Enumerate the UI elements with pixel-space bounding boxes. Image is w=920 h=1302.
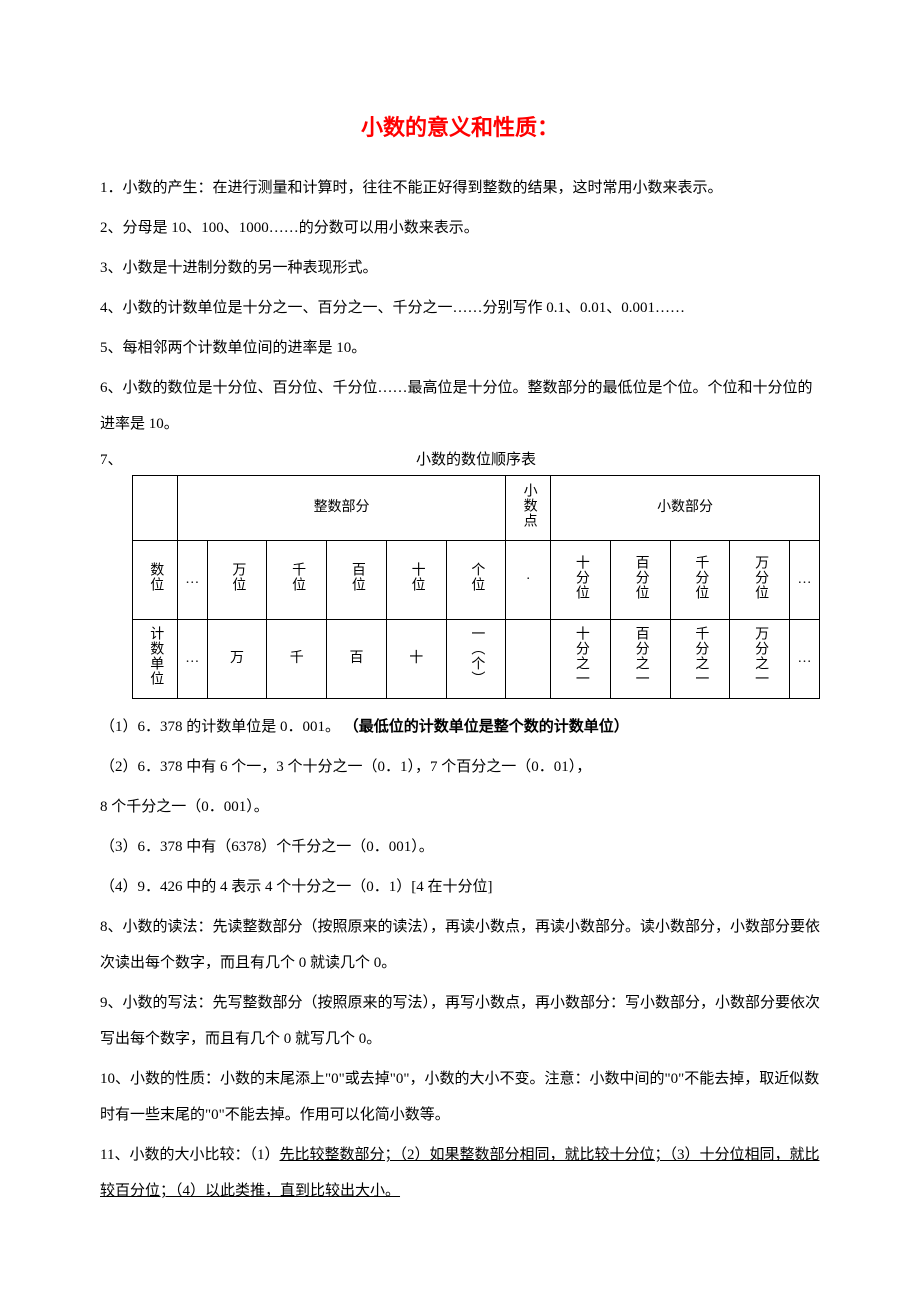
unit-bai: 百 bbox=[327, 620, 387, 699]
para-9: 9、小数的写法：先写整数部分（按照原来的写法），再写小数点，再小数部分：写小数部… bbox=[100, 985, 820, 1057]
pos-ell-right: … bbox=[790, 541, 820, 620]
pos-ge: 个位 bbox=[446, 541, 506, 620]
unit-ell-right: … bbox=[790, 620, 820, 699]
document-page: 小数的意义和性质： 1．小数的产生：在进行测量和计算时，往往不能正好得到整数的结… bbox=[0, 0, 920, 1273]
document-title: 小数的意义和性质： bbox=[100, 110, 820, 142]
pos-dot: · bbox=[506, 541, 551, 620]
para-10: 10、小数的性质：小数的末尾添上"0"或去掉"0"，小数的大小不变。注意：小数中… bbox=[100, 1061, 820, 1133]
pos-wan: 万位 bbox=[207, 541, 267, 620]
header-decimal: 小数部分 bbox=[551, 476, 820, 541]
unit-shi: 十 bbox=[386, 620, 446, 699]
para-11: 11、小数的大小比较：（1）先比较整数部分；（2）如果整数部分相同，就比较十分位… bbox=[100, 1137, 820, 1209]
example-4: （4）9．426 中的 4 表示 4 个十分之一（0．1）[4 在十分位] bbox=[100, 869, 820, 905]
place-value-table: 整数部分 小数点 小数部分 数位 … 万位 千位 百位 十位 个位 · 十分位 … bbox=[132, 475, 820, 699]
unit-baifen: 百分之一 bbox=[610, 620, 670, 699]
pos-ell-left: … bbox=[177, 541, 207, 620]
para-5: 5、每相邻两个计数单位间的进率是 10。 bbox=[100, 330, 820, 366]
unit-dot bbox=[506, 620, 551, 699]
ex1-bold: （最低位的计数单位是整个数的计数单位） bbox=[344, 719, 629, 735]
example-2a: （2）6．378 中有 6 个一，3 个十分之一（0．1），7 个百分之一（0．… bbox=[100, 749, 820, 785]
unit-qian: 千 bbox=[267, 620, 327, 699]
example-2b: 8 个千分之一（0．001）。 bbox=[100, 789, 820, 825]
unit-ell-left: … bbox=[177, 620, 207, 699]
pos-qianfen: 千分位 bbox=[670, 541, 730, 620]
unit-row-label: 计数单位 bbox=[133, 620, 178, 699]
pos-row-label: 数位 bbox=[133, 541, 178, 620]
para-1: 1．小数的产生：在进行测量和计算时，往往不能正好得到整数的结果，这时常用小数来表… bbox=[100, 170, 820, 206]
pos-shi: 十位 bbox=[386, 541, 446, 620]
table-caption: 7、 小数的数位顺序表 bbox=[132, 448, 820, 469]
pos-bai: 百位 bbox=[327, 541, 387, 620]
para-4: 4、小数的计数单位是十分之一、百分之一、千分之一……分别写作 0.1、0.01、… bbox=[100, 290, 820, 326]
p11-prefix: 11、小数的大小比较：（1） bbox=[100, 1147, 279, 1163]
example-1: （1）6．378 的计数单位是 0．001。 （最低位的计数单位是整个数的计数单… bbox=[100, 709, 820, 745]
para-3: 3、小数是十进制分数的另一种表现形式。 bbox=[100, 250, 820, 286]
unit-ge: 一（个） bbox=[446, 620, 506, 699]
unit-wanfen: 万分之一 bbox=[730, 620, 790, 699]
unit-qianfen: 千分之一 bbox=[670, 620, 730, 699]
para-6: 6、小数的数位是十分位、百分位、千分位……最高位是十分位。整数部分的最低位是个位… bbox=[100, 370, 820, 442]
table-caption-text: 小数的数位顺序表 bbox=[416, 452, 536, 468]
para-2: 2、分母是 10、100、1000……的分数可以用小数来表示。 bbox=[100, 210, 820, 246]
example-3: （3）6．378 中有（6378）个千分之一（0．001）。 bbox=[100, 829, 820, 865]
pos-qian: 千位 bbox=[267, 541, 327, 620]
table-unit-row: 计数单位 … 万 千 百 十 一（个） 十分之一 百分之一 千分之一 万分之一 … bbox=[133, 620, 820, 699]
ex1-text: （1）6．378 的计数单位是 0．001。 bbox=[100, 719, 340, 735]
table-section: 7、 小数的数位顺序表 整数部分 小数点 bbox=[132, 448, 820, 699]
header-point: 小数点 bbox=[506, 476, 551, 541]
header-integer: 整数部分 bbox=[177, 476, 506, 541]
table-position-row: 数位 … 万位 千位 百位 十位 个位 · 十分位 百分位 千分位 万分位 … bbox=[133, 541, 820, 620]
table-index: 7、 bbox=[100, 448, 123, 469]
table-header-row: 整数部分 小数点 小数部分 bbox=[133, 476, 820, 541]
pos-baifen: 百分位 bbox=[610, 541, 670, 620]
pos-wanfen: 万分位 bbox=[730, 541, 790, 620]
header-blank bbox=[133, 476, 178, 541]
para-8: 8、小数的读法：先读整数部分（按照原来的读法），再读小数点，再读小数部分。读小数… bbox=[100, 909, 820, 981]
unit-shifen: 十分之一 bbox=[551, 620, 611, 699]
pos-shifen: 十分位 bbox=[551, 541, 611, 620]
unit-wan: 万 bbox=[207, 620, 267, 699]
